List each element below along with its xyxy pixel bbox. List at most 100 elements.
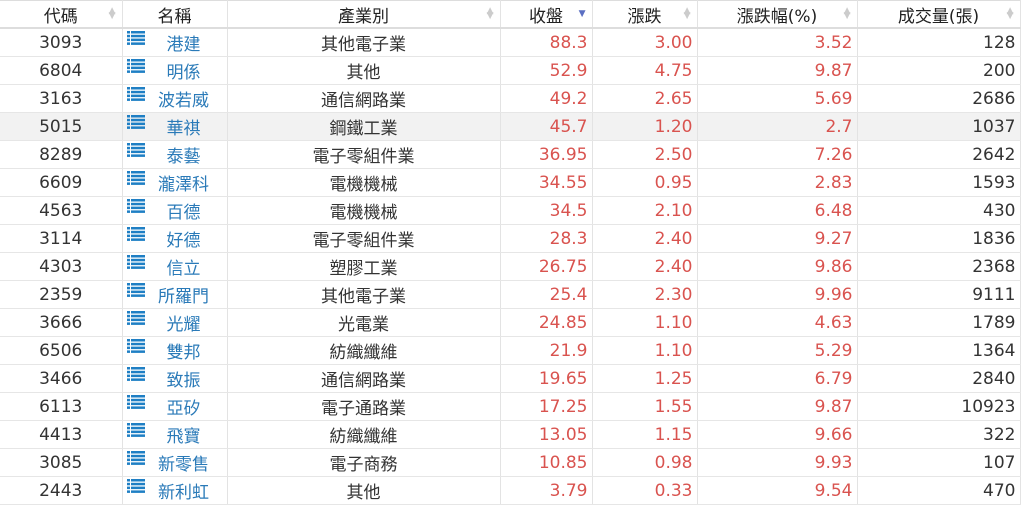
list-icon[interactable] — [126, 479, 145, 493]
list-icon[interactable] — [126, 227, 145, 241]
sort-icon[interactable]: ▲ ▼ — [108, 6, 116, 21]
list-icon[interactable] — [126, 59, 145, 73]
name-cell[interactable]: 港建 — [122, 28, 228, 57]
list-icon[interactable] — [126, 87, 145, 101]
table-row[interactable]: 3093 港建 其他電子業 88.3 3.00 3.52 128 — [0, 28, 1021, 57]
code-cell: 3085 — [0, 448, 123, 477]
list-icon[interactable] — [126, 451, 145, 465]
table-row[interactable]: 3466 致振 通信網路業 19.65 1.25 6.79 2840 — [0, 364, 1021, 393]
pct-cell: 9.27 — [697, 224, 858, 253]
code-cell: 8289 — [0, 140, 123, 169]
table-row[interactable]: 6804 明係 其他 52.9 4.75 9.87 200 — [0, 56, 1021, 85]
sort-icon[interactable]: ▲ ▼ — [683, 6, 691, 21]
close-cell: 49.2 — [500, 84, 593, 113]
stock-name-link[interactable]: 新利虹 — [158, 483, 209, 503]
name-cell[interactable]: 好德 — [122, 224, 228, 253]
list-icon[interactable] — [126, 395, 145, 409]
list-icon[interactable] — [126, 171, 145, 185]
close-cell: 34.55 — [500, 168, 593, 197]
volume-cell: 1037 — [857, 112, 1021, 141]
industry-cell: 電子通路業 — [227, 392, 501, 421]
column-header-close[interactable]: 收盤 ▼ — [500, 0, 593, 29]
stock-name-link[interactable]: 致振 — [166, 371, 201, 391]
name-cell[interactable]: 光耀 — [122, 308, 228, 337]
volume-cell: 128 — [857, 28, 1021, 57]
stock-name-link[interactable]: 泰藝 — [166, 147, 201, 167]
column-header-industry[interactable]: 產業別 ▲ ▼ — [227, 0, 501, 29]
name-cell[interactable]: 亞矽 — [122, 392, 228, 421]
list-icon[interactable] — [126, 367, 145, 381]
stock-name-link[interactable]: 百德 — [166, 203, 201, 223]
name-cell[interactable]: 所羅門 — [122, 280, 228, 309]
list-icon[interactable] — [126, 339, 145, 353]
table-row[interactable]: 4413 飛寶 紡織纖維 13.05 1.15 9.66 322 — [0, 420, 1021, 449]
name-cell[interactable]: 新利虹 — [122, 476, 228, 505]
table-row[interactable]: 6609 瀧澤科 電機機械 34.55 0.95 2.83 1593 — [0, 168, 1021, 197]
name-cell[interactable]: 新零售 — [122, 448, 228, 477]
list-icon[interactable] — [126, 255, 145, 269]
table-row[interactable]: 3666 光耀 光電業 24.85 1.10 4.63 1789 — [0, 308, 1021, 337]
name-cell[interactable]: 泰藝 — [122, 140, 228, 169]
stock-name-link[interactable]: 亞矽 — [166, 399, 201, 419]
stock-name-link[interactable]: 雙邦 — [166, 343, 201, 363]
name-cell[interactable]: 波若威 — [122, 84, 228, 113]
stock-name-link[interactable]: 好德 — [166, 231, 201, 251]
close-cell: 28.3 — [500, 224, 593, 253]
industry-cell: 電子商務 — [227, 448, 501, 477]
table-row[interactable]: 4563 百德 電機機械 34.5 2.10 6.48 430 — [0, 196, 1021, 225]
pct-cell: 9.66 — [697, 420, 858, 449]
column-header-volume[interactable]: 成交量(張) ▲ ▼ — [857, 0, 1021, 29]
industry-cell: 電子零組件業 — [227, 140, 501, 169]
stock-name-link[interactable]: 港建 — [166, 35, 201, 55]
sort-icon[interactable]: ▲ ▼ — [843, 6, 851, 21]
stock-name-link[interactable]: 華祺 — [166, 119, 201, 139]
pct-cell: 4.63 — [697, 308, 858, 337]
column-header-name[interactable]: 名稱 — [122, 0, 228, 29]
stock-name-link[interactable]: 明係 — [166, 63, 201, 83]
sort-icon[interactable]: ▲ ▼ — [486, 6, 494, 21]
list-icon[interactable] — [126, 283, 145, 297]
name-cell[interactable]: 明係 — [122, 56, 228, 85]
table-row[interactable]: 8289 泰藝 電子零組件業 36.95 2.50 7.26 2642 — [0, 140, 1021, 169]
industry-cell: 其他 — [227, 56, 501, 85]
stock-name-link[interactable]: 新零售 — [158, 455, 209, 475]
sort-desc-icon[interactable]: ▼ — [578, 9, 586, 19]
industry-cell: 塑膠工業 — [227, 252, 501, 281]
name-cell[interactable]: 雙邦 — [122, 336, 228, 365]
close-cell: 13.05 — [500, 420, 593, 449]
table-row[interactable]: 3163 波若威 通信網路業 49.2 2.65 5.69 2686 — [0, 84, 1021, 113]
close-cell: 26.75 — [500, 252, 593, 281]
table-row[interactable]: 3114 好德 電子零組件業 28.3 2.40 9.27 1836 — [0, 224, 1021, 253]
name-cell[interactable]: 瀧澤科 — [122, 168, 228, 197]
stock-name-link[interactable]: 飛寶 — [166, 427, 201, 447]
table-row[interactable]: 6113 亞矽 電子通路業 17.25 1.55 9.87 10923 — [0, 392, 1021, 421]
list-icon[interactable] — [126, 143, 145, 157]
table-row[interactable]: 5015 華祺 鋼鐵工業 45.7 1.20 2.7 1037 — [0, 112, 1021, 141]
list-icon[interactable] — [126, 115, 145, 129]
sort-icon[interactable]: ▲ ▼ — [1006, 6, 1014, 21]
list-icon[interactable] — [126, 31, 145, 45]
column-header-pct[interactable]: 漲跌幅(%) ▲ ▼ — [697, 0, 858, 29]
table-row[interactable]: 3085 新零售 電子商務 10.85 0.98 9.93 107 — [0, 448, 1021, 477]
table-row[interactable]: 4303 信立 塑膠工業 26.75 2.40 9.86 2368 — [0, 252, 1021, 281]
table-row[interactable]: 6506 雙邦 紡織纖維 21.9 1.10 5.29 1364 — [0, 336, 1021, 365]
stock-name-link[interactable]: 信立 — [166, 259, 201, 279]
column-header-change[interactable]: 漲跌 ▲ ▼ — [592, 0, 698, 29]
column-header-code[interactable]: 代碼 ▲ ▼ — [0, 0, 123, 29]
list-icon[interactable] — [126, 423, 145, 437]
name-cell[interactable]: 致振 — [122, 364, 228, 393]
list-icon[interactable] — [126, 199, 145, 213]
name-cell[interactable]: 飛寶 — [122, 420, 228, 449]
volume-cell: 200 — [857, 56, 1021, 85]
name-cell[interactable]: 信立 — [122, 252, 228, 281]
list-icon[interactable] — [126, 311, 145, 325]
name-cell[interactable]: 華祺 — [122, 112, 228, 141]
stock-name-link[interactable]: 光耀 — [166, 315, 201, 335]
stock-name-link[interactable]: 所羅門 — [158, 287, 209, 307]
stock-name-link[interactable]: 波若威 — [158, 91, 209, 111]
stock-name-link[interactable]: 瀧澤科 — [158, 175, 209, 195]
table-row[interactable]: 2443 新利虹 其他 3.79 0.33 9.54 470 — [0, 476, 1021, 505]
volume-cell: 2686 — [857, 84, 1021, 113]
table-row[interactable]: 2359 所羅門 其他電子業 25.4 2.30 9.96 9111 — [0, 280, 1021, 309]
name-cell[interactable]: 百德 — [122, 196, 228, 225]
